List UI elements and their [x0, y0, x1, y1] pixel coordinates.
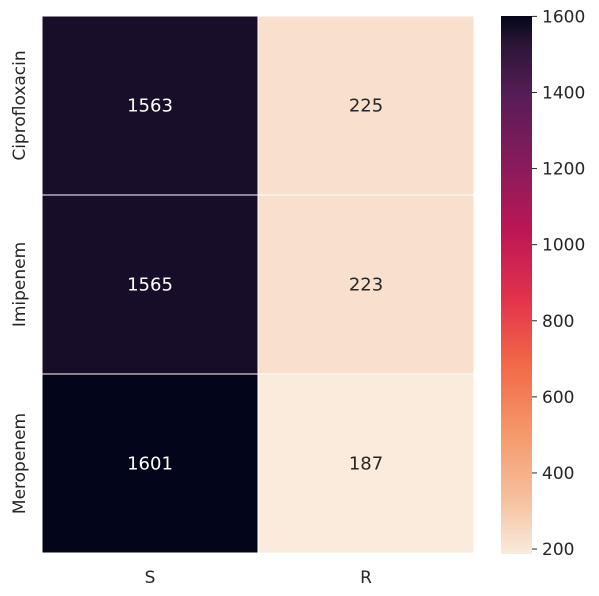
heatmap-cell: [257, 194, 475, 375]
colorbar-tick-label: 1000: [542, 236, 585, 256]
heatmap-cell: [41, 15, 259, 196]
cell-value-label: 225: [349, 96, 383, 117]
heatmap-cell: [41, 373, 259, 554]
x-tick-label: R: [360, 568, 372, 588]
heatmap-cell: [257, 15, 475, 196]
colorbar-tick-label: 400: [542, 464, 574, 484]
y-tick-label: Imipenem: [10, 242, 30, 327]
cell-value-label: 223: [349, 275, 383, 296]
colorbar-tick-label: 200: [542, 540, 574, 560]
colorbar-tick-labels: 200 400 600 800 1000 1200 1400 1600: [532, 7, 585, 560]
colorbar-tick-label: 800: [542, 312, 574, 332]
colorbar-tick-label: 600: [542, 388, 574, 408]
y-axis-tick-labels: Ciprofloxacin Imipenem Meropenem: [10, 50, 30, 514]
y-tick-label: Meropenem: [10, 413, 30, 514]
cell-value-label: 187: [349, 454, 383, 475]
heatmap-cell: [41, 194, 259, 375]
x-tick-label: S: [145, 568, 156, 588]
cell-value-label: 1563: [127, 96, 173, 117]
cell-value-labels: 1563 225 1565 223 1601 187: [127, 96, 383, 475]
colorbar-tick-label: 1600: [542, 7, 585, 27]
colorbar: [501, 16, 532, 554]
heatmap-cells: [41, 15, 475, 554]
y-tick-label: Ciprofloxacin: [10, 50, 30, 160]
heatmap-cell: [257, 373, 475, 554]
colorbar-tick-label: 1400: [542, 83, 585, 103]
colorbar-tick-label: 1200: [542, 160, 585, 180]
cell-value-label: 1565: [127, 275, 173, 296]
cell-value-label: 1601: [127, 454, 173, 475]
